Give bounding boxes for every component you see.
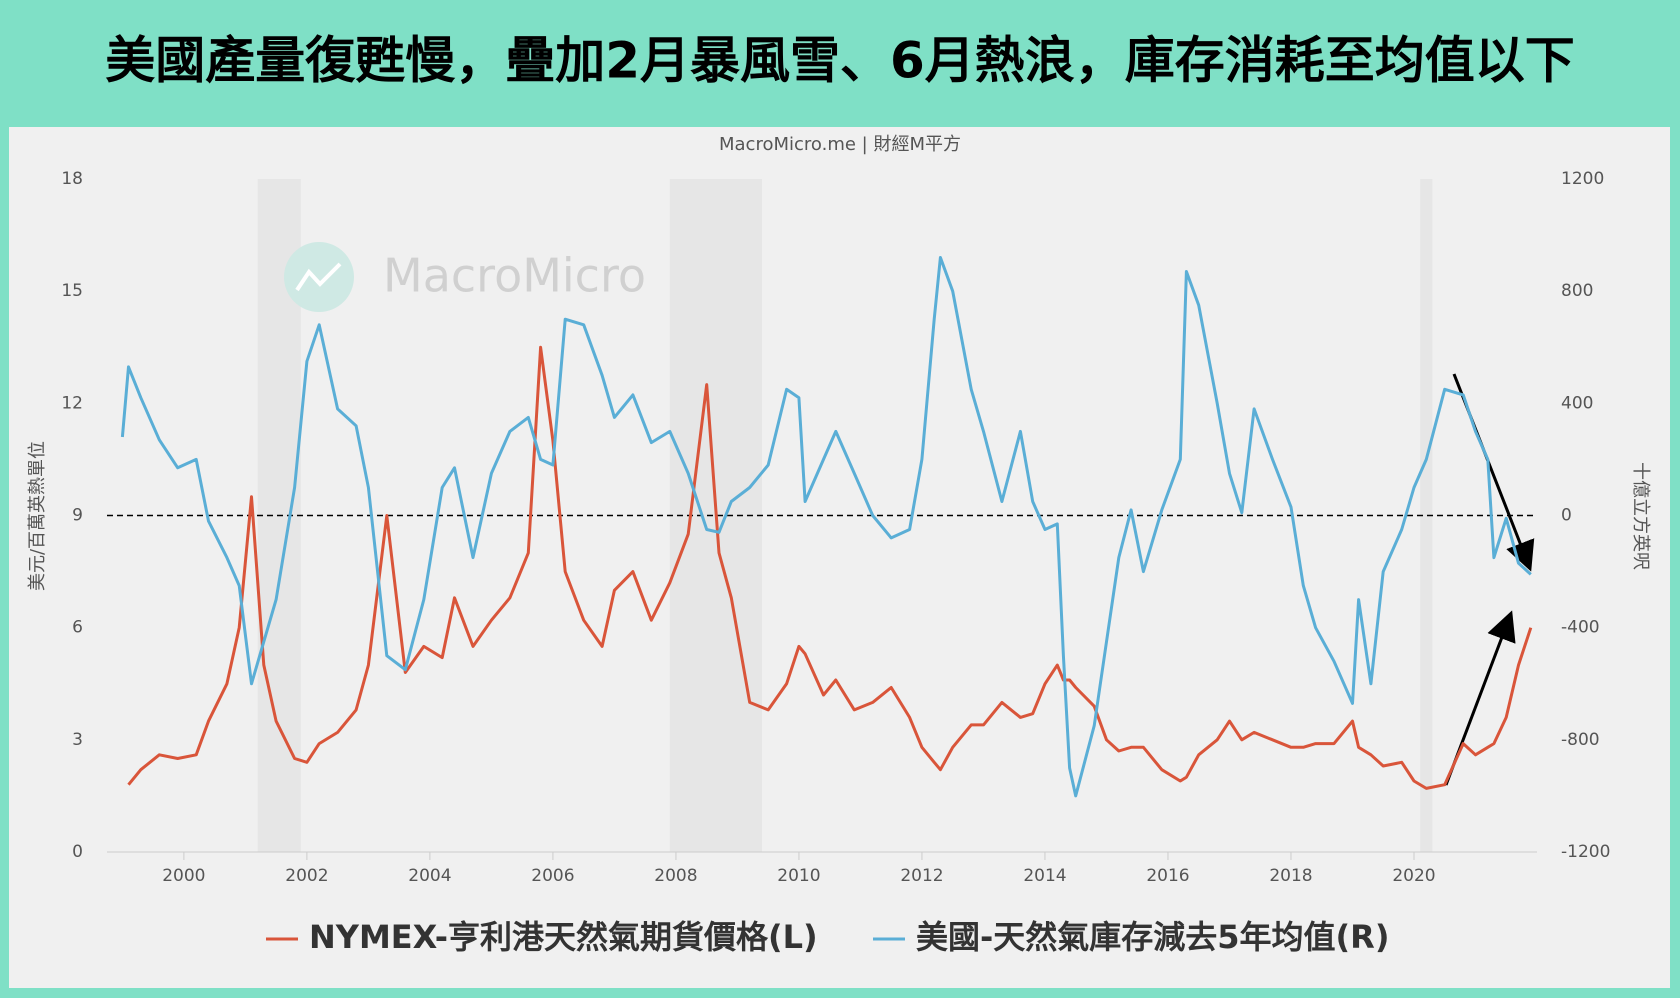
y2-tick-label: -400 <box>1561 618 1600 638</box>
y-tick-label: 15 <box>61 281 83 301</box>
y2-axis-label: 十億立方英呎 <box>1630 462 1651 570</box>
x-tick-label: 2000 <box>162 866 205 886</box>
y2-tick-label: 0 <box>1561 506 1572 526</box>
legend-label: 美國-天然氣庫存減去5年均值(R) <box>916 918 1389 956</box>
x-tick-label: 2006 <box>531 866 574 886</box>
title-band <box>0 0 1680 127</box>
series-line <box>120 256 1532 798</box>
y2-tick-label: 400 <box>1561 393 1593 413</box>
chart-title: 美國產量復甦慢，疊加2月暴風雪、6月熱浪，庫存消耗至均值以下 <box>105 32 1575 90</box>
y-tick-label: 18 <box>61 169 83 189</box>
series-line <box>127 345 1533 790</box>
x-tick-label: 2020 <box>1392 866 1435 886</box>
y-axis-label: 美元/百萬英熱單位 <box>27 441 48 591</box>
source: MacroMicro.me | 財經M平方 <box>719 134 961 155</box>
y-tick-label: 12 <box>61 393 83 413</box>
y2-tick-label: -1200 <box>1561 842 1610 862</box>
y2-tick-label: -800 <box>1561 730 1600 750</box>
y2-tick-label: 1200 <box>1561 169 1604 189</box>
y-tick-label: 3 <box>72 730 83 750</box>
x-tick-label: 2018 <box>1269 866 1312 886</box>
x-tick-label: 2010 <box>777 866 820 886</box>
recession-band <box>1420 179 1433 852</box>
y-tick-label: 9 <box>72 506 83 526</box>
watermark-icon <box>295 262 342 292</box>
x-tick-label: 2016 <box>1146 866 1189 886</box>
watermark-icon <box>284 242 354 312</box>
x-tick-label: 2002 <box>285 866 328 886</box>
y2-tick-label: 800 <box>1561 281 1593 301</box>
legend-label: NYMEX-亨利港天然氣期貨價格(L) <box>309 918 818 956</box>
watermark: MacroMicro <box>383 249 646 303</box>
x-tick-label: 2014 <box>1023 866 1066 886</box>
x-tick-label: 2008 <box>654 866 697 886</box>
y-tick-label: 0 <box>72 842 83 862</box>
x-tick-label: 2012 <box>900 866 943 886</box>
y-tick-label: 6 <box>72 618 83 638</box>
x-tick-label: 2004 <box>408 866 451 886</box>
